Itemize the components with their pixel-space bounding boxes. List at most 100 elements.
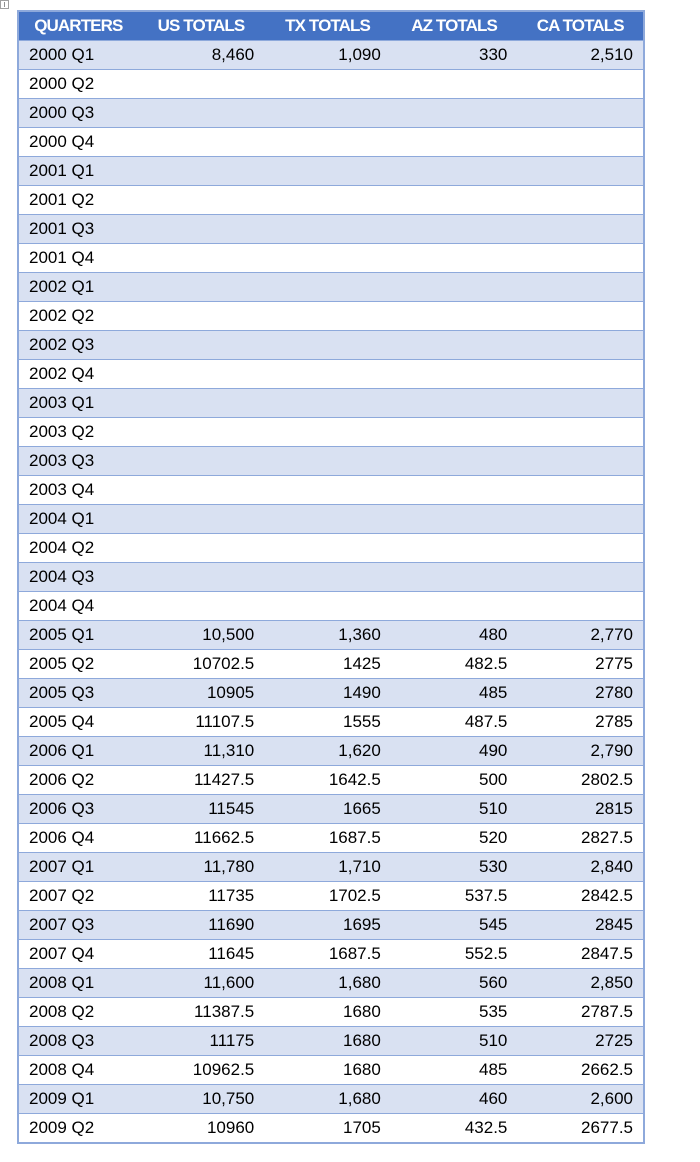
quarter-cell: 2000 Q1 xyxy=(18,40,138,70)
ca-total-cell: 2,840 xyxy=(517,852,644,882)
table-row: 2002 Q3 xyxy=(18,330,644,360)
tx-total-cell xyxy=(264,504,391,534)
tx-total-cell xyxy=(264,272,391,302)
ca-total-cell: 2,850 xyxy=(517,968,644,998)
quarter-cell: 2003 Q2 xyxy=(18,417,138,447)
us-total-cell: 11662.5 xyxy=(137,823,265,853)
tx-total-cell xyxy=(264,591,391,621)
us-total-cell: 11107.5 xyxy=(137,707,265,737)
az-total-cell xyxy=(390,359,518,389)
ca-total-cell xyxy=(517,69,644,99)
tx-total-cell: 1680 xyxy=(264,1055,391,1085)
table-row: 2005 Q1 10,500 1,360 480 2,770 xyxy=(18,620,644,650)
us-total-cell xyxy=(137,156,265,186)
ca-total-cell: 2815 xyxy=(517,794,644,824)
tx-total-cell xyxy=(264,359,391,389)
table-row: 2006 Q4 11662.5 1687.5 520 2827.5 xyxy=(18,823,644,853)
table-row: 2007 Q1 11,780 1,710 530 2,840 xyxy=(18,852,644,882)
ca-total-cell xyxy=(517,156,644,186)
quarter-cell: 2000 Q2 xyxy=(18,69,138,99)
ca-total-cell xyxy=(517,533,644,563)
quarter-cell: 2001 Q4 xyxy=(18,243,138,273)
table-row: 2008 Q3 11175 1680 510 2725 xyxy=(18,1026,644,1056)
table-row: 2000 Q2 xyxy=(18,69,644,99)
table-row: 2001 Q4 xyxy=(18,243,644,273)
quarter-cell: 2002 Q2 xyxy=(18,301,138,331)
tx-total-cell xyxy=(264,98,391,128)
quarter-cell: 2009 Q1 xyxy=(18,1084,138,1114)
ca-total-cell: 2785 xyxy=(517,707,644,737)
az-total-cell: 487.5 xyxy=(390,707,518,737)
us-total-cell xyxy=(137,475,265,505)
ca-total-cell xyxy=(517,301,644,331)
us-total-cell xyxy=(137,214,265,244)
table-row: 2002 Q2 xyxy=(18,301,644,331)
az-total-cell: 482.5 xyxy=(390,649,518,679)
tx-total-cell: 1555 xyxy=(264,707,391,737)
az-total-cell xyxy=(390,272,518,302)
header-ca-totals: CA TOTALS xyxy=(517,11,644,41)
quarter-cell: 2003 Q4 xyxy=(18,475,138,505)
quarter-cell: 2000 Q4 xyxy=(18,127,138,157)
quarter-cell: 2002 Q1 xyxy=(18,272,138,302)
tx-total-cell xyxy=(264,475,391,505)
tx-total-cell: 1702.5 xyxy=(264,881,391,911)
us-total-cell xyxy=(137,562,265,592)
tx-total-cell: 1,620 xyxy=(264,736,391,766)
quarter-cell: 2005 Q3 xyxy=(18,678,138,708)
az-total-cell xyxy=(390,98,518,128)
us-total-cell xyxy=(137,243,265,273)
table-row: 2003 Q3 xyxy=(18,446,644,476)
ca-total-cell xyxy=(517,446,644,476)
az-total-cell: 480 xyxy=(390,620,518,650)
header-us-totals: US TOTALS xyxy=(137,11,265,41)
header-quarters: QUARTERS xyxy=(18,11,138,41)
us-total-cell: 11387.5 xyxy=(137,997,265,1027)
table-row: 2008 Q2 11387.5 1680 535 2787.5 xyxy=(18,997,644,1027)
az-total-cell: 510 xyxy=(390,794,518,824)
table-row: 2007 Q3 11690 1695 545 2845 xyxy=(18,910,644,940)
az-total-cell: 560 xyxy=(390,968,518,998)
az-total-cell xyxy=(390,562,518,592)
ca-total-cell: 2,600 xyxy=(517,1084,644,1114)
ca-total-cell xyxy=(517,504,644,534)
us-total-cell: 11175 xyxy=(137,1026,265,1056)
quarter-cell: 2008 Q3 xyxy=(18,1026,138,1056)
tx-total-cell: 1,680 xyxy=(264,1084,391,1114)
ca-total-cell xyxy=(517,243,644,273)
ca-total-cell: 2780 xyxy=(517,678,644,708)
table-row: 2009 Q1 10,750 1,680 460 2,600 xyxy=(18,1084,644,1114)
az-total-cell xyxy=(390,69,518,99)
tx-total-cell: 1680 xyxy=(264,997,391,1027)
az-total-cell: 537.5 xyxy=(390,881,518,911)
ca-total-cell xyxy=(517,475,644,505)
us-total-cell: 11427.5 xyxy=(137,765,265,795)
quarter-cell: 2004 Q2 xyxy=(18,533,138,563)
az-total-cell: 510 xyxy=(390,1026,518,1056)
quarter-cell: 2008 Q4 xyxy=(18,1055,138,1085)
us-total-cell xyxy=(137,533,265,563)
quarter-cell: 2006 Q3 xyxy=(18,794,138,824)
table-move-handle[interactable] xyxy=(0,0,9,9)
az-total-cell xyxy=(390,417,518,447)
us-total-cell xyxy=(137,69,265,99)
table-row: 2009 Q2 10960 1705 432.5 2677.5 xyxy=(18,1113,644,1143)
table-row: 2003 Q2 xyxy=(18,417,644,447)
us-total-cell xyxy=(137,330,265,360)
us-total-cell xyxy=(137,185,265,215)
us-total-cell: 11545 xyxy=(137,794,265,824)
ca-total-cell xyxy=(517,591,644,621)
az-total-cell xyxy=(390,127,518,157)
table-row: 2001 Q1 xyxy=(18,156,644,186)
ca-total-cell: 2827.5 xyxy=(517,823,644,853)
quarter-cell: 2005 Q2 xyxy=(18,649,138,679)
tx-total-cell xyxy=(264,562,391,592)
tx-total-cell: 1665 xyxy=(264,794,391,824)
table-row: 2002 Q1 xyxy=(18,272,644,302)
us-total-cell: 10,500 xyxy=(137,620,265,650)
us-total-cell: 8,460 xyxy=(137,40,265,70)
tx-total-cell: 1,360 xyxy=(264,620,391,650)
header-az-totals: AZ TOTALS xyxy=(390,11,518,41)
tx-total-cell: 1705 xyxy=(264,1113,391,1143)
table-row: 2004 Q4 xyxy=(18,591,644,621)
